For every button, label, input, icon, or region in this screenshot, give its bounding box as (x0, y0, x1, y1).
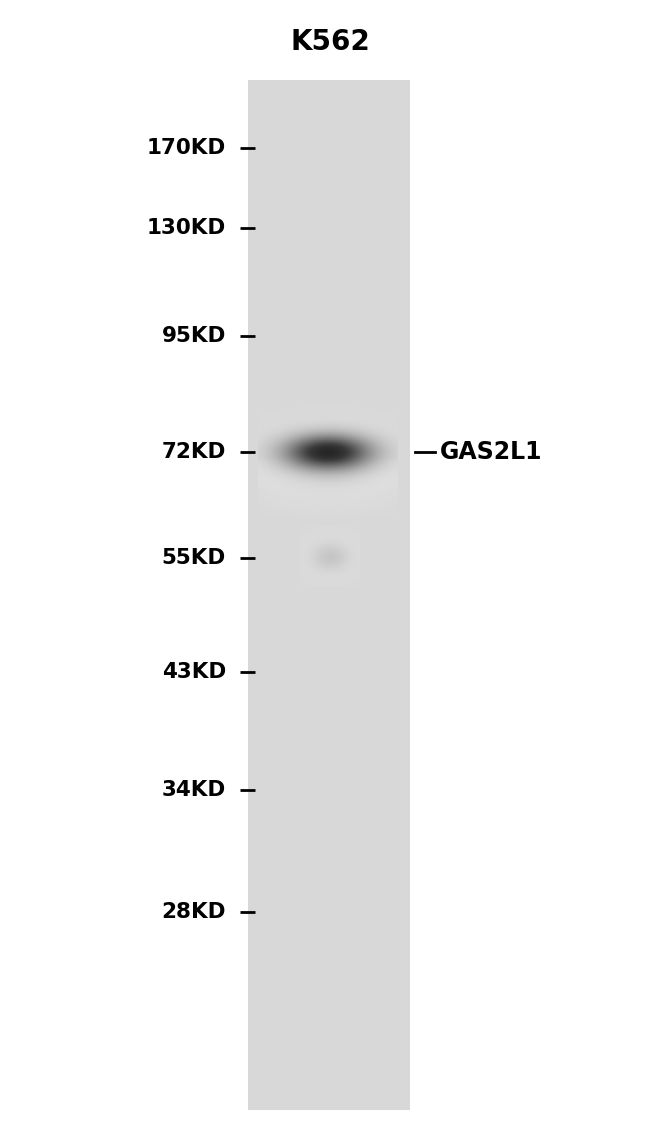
Text: 34KD: 34KD (162, 780, 226, 800)
Text: 43KD: 43KD (162, 662, 226, 683)
Text: 130KD: 130KD (147, 218, 226, 238)
Text: 95KD: 95KD (162, 325, 226, 346)
Text: 72KD: 72KD (162, 442, 226, 462)
Bar (248, 80, 410, 1110)
Text: 170KD: 170KD (147, 138, 226, 158)
Text: 28KD: 28KD (161, 902, 226, 922)
Text: GAS2L1: GAS2L1 (440, 440, 543, 464)
Text: 55KD: 55KD (162, 548, 226, 568)
Text: K562: K562 (290, 28, 370, 56)
